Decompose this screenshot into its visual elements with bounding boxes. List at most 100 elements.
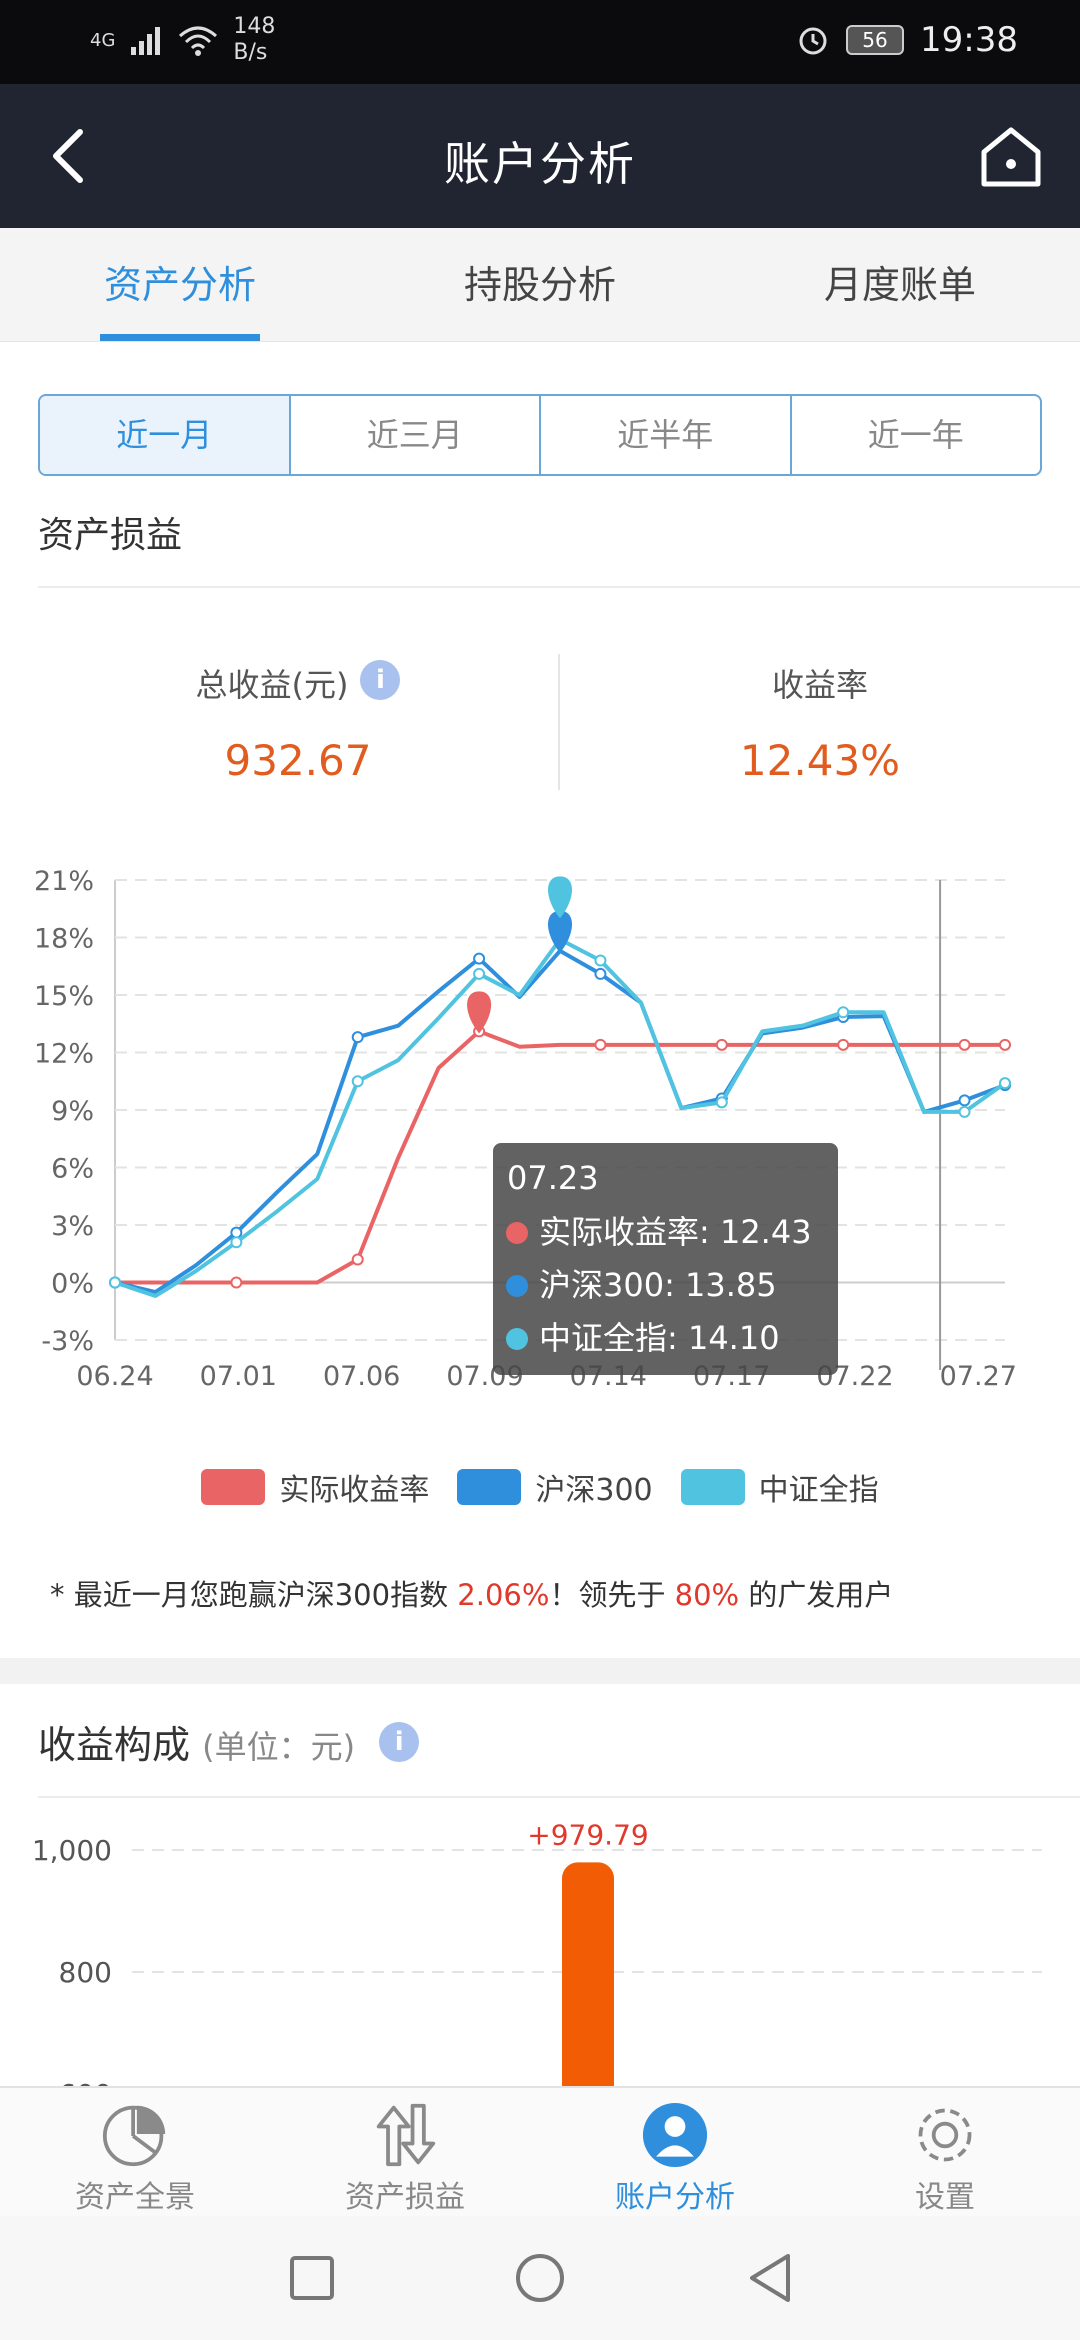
- income-unit: (单位：元): [202, 1728, 356, 1766]
- income-section-title-row: 收益构成 (单位：元) i: [38, 1714, 420, 1769]
- series-actual-point: [351, 1253, 364, 1266]
- stat-separator: [558, 654, 560, 790]
- legend-item-zz[interactable]: 中证全指: [680, 1465, 879, 1509]
- series-hs300-point: [594, 967, 607, 980]
- series-zz-point: [958, 1105, 971, 1118]
- range-selector: 近一月 近三月 近半年 近一年: [38, 394, 1042, 476]
- nav-item-settings[interactable]: 设置: [810, 2088, 1080, 2216]
- square-icon: [290, 2256, 334, 2300]
- tab-monthly-bill[interactable]: 月度账单: [823, 263, 976, 307]
- series-zz-point: [715, 1096, 728, 1109]
- signal-icon: [131, 27, 161, 55]
- legend-swatch-hs300: [457, 1469, 522, 1505]
- series-actual-point: [999, 1038, 1011, 1051]
- legend-item-hs300[interactable]: 沪深300: [457, 1465, 653, 1509]
- tooltip-row: 沪深300: 13.85: [539, 1266, 777, 1304]
- series-actual-point: [230, 1276, 243, 1289]
- series-hs300-point: [958, 1094, 971, 1107]
- app-header: 账户分析: [0, 84, 1080, 228]
- series-zz-point: [109, 1276, 121, 1289]
- section-gap: [0, 1658, 1080, 1684]
- legend-swatch-zz: [680, 1469, 745, 1505]
- alarm-icon: [799, 27, 827, 55]
- nav-label-overview: 资产全景: [75, 2180, 195, 2215]
- yield-block: 收益率 12.43%: [560, 660, 1080, 785]
- range-1m-button[interactable]: 近一月: [40, 396, 291, 474]
- legend-label-zz: 中证全指: [758, 1473, 879, 1508]
- income-bar-chart: 1,000800600+979.79: [32, 1818, 1042, 2090]
- series-zz-point: [837, 1006, 850, 1019]
- range-3m-button[interactable]: 近三月: [291, 396, 541, 474]
- net-speed-unit: B/s: [233, 40, 268, 65]
- y-tick-label: 21%: [34, 866, 94, 897]
- status-bar: 4G 148 B/s 56 19:38: [0, 0, 1080, 84]
- income-info-icon[interactable]: i: [379, 1722, 420, 1762]
- series-zz-point: [473, 967, 486, 980]
- battery-indicator: 56: [846, 25, 905, 55]
- section-divider: [38, 586, 1080, 588]
- chart-tooltip: [493, 1143, 838, 1375]
- legend-swatch-actual: [201, 1469, 266, 1505]
- note-suffix: 的广发用户: [739, 1578, 894, 1612]
- x-tick-label: 06.24: [76, 1361, 153, 1392]
- legend-item-actual[interactable]: 实际收益率: [201, 1465, 429, 1509]
- pie-chart-icon: [102, 2105, 166, 2167]
- triangle-back-icon: [750, 2254, 790, 2302]
- y-tick-label: 9%: [51, 1096, 94, 1127]
- home-nav-button[interactable]: [510, 2248, 570, 2308]
- series-actual-point: [837, 1038, 850, 1051]
- yield-line-chart[interactable]: -3% 0% 3% 6% 9% 12% 15% 18% 21% 06.24 07.01 07.06 07…: [0, 850, 1080, 1410]
- nav-label-pnl: 资产损益: [345, 2180, 465, 2215]
- y-tick-label: 3%: [51, 1211, 94, 1242]
- y-tick-label: 6%: [51, 1154, 94, 1185]
- tab-asset-analysis[interactable]: 资产分析: [0, 228, 360, 341]
- y-tick-label: 0%: [51, 1269, 94, 1300]
- range-6m-button[interactable]: 近半年: [541, 396, 792, 474]
- nav-label-settings: 设置: [915, 2180, 975, 2215]
- nav-item-overview[interactable]: 资产全景: [0, 2088, 270, 2216]
- back-nav-button[interactable]: [740, 2248, 800, 2308]
- nav-item-pnl[interactable]: 资产损益: [270, 2088, 540, 2216]
- back-arrow-icon: [53, 129, 83, 183]
- tab-holdings-analysis[interactable]: 持股分析: [463, 263, 616, 307]
- bar-y-tick-label: 1,000: [32, 1834, 112, 1867]
- home-icon: [981, 127, 1041, 187]
- y-tick-label: 18%: [34, 924, 94, 955]
- status-left: 4G 148 B/s: [90, 14, 275, 66]
- note-lead-pct: 80%: [674, 1578, 740, 1612]
- yield-label: 收益率: [771, 666, 868, 704]
- recents-button[interactable]: [282, 2248, 342, 2308]
- yield-value: 12.43%: [739, 736, 901, 785]
- series-zz-point: [999, 1077, 1011, 1090]
- peak-marker-zz: [548, 876, 572, 919]
- user-icon: [642, 2102, 708, 2168]
- total-income-block: 总收益(元) i 932.67: [38, 660, 558, 785]
- income-bar: [562, 1862, 614, 2090]
- nav-item-account-analysis[interactable]: 账户分析: [540, 2088, 810, 2216]
- series-hs300-point: [351, 1031, 364, 1044]
- tooltip-dot: [506, 1275, 528, 1297]
- clock: 19:38: [920, 20, 1018, 60]
- tooltip-date: 07.23: [507, 1159, 599, 1197]
- series-zz-point: [230, 1236, 243, 1249]
- range-1y-button[interactable]: 近一年: [867, 416, 964, 454]
- y-tick-label: -3%: [41, 1326, 94, 1357]
- series-actual-line: [115, 1029, 1005, 1285]
- info-icon[interactable]: i: [360, 660, 401, 700]
- series-actual-point: [715, 1038, 728, 1051]
- gear-icon: [918, 2108, 972, 2162]
- status-right: 56 19:38: [796, 20, 1018, 60]
- circle-icon: [516, 2254, 564, 2302]
- network-indicator: 4G: [90, 30, 115, 51]
- series-actual-point: [958, 1038, 971, 1051]
- legend-label-hs300: 沪深300: [535, 1473, 653, 1508]
- home-button[interactable]: [976, 122, 1046, 192]
- back-button[interactable]: [40, 124, 100, 188]
- note-mid: ！领先于: [549, 1578, 675, 1612]
- tooltip-dot: [506, 1222, 528, 1244]
- x-tick-label: 07.27: [940, 1361, 1017, 1392]
- income-section-title: 收益构成: [38, 1723, 191, 1767]
- income-divider: [38, 1796, 1080, 1798]
- total-income-label: 总收益(元): [195, 666, 349, 704]
- performance-note: * 最近一月您跑赢沪深300指数 2.06%！领先于 80% 的广发用户: [50, 1572, 893, 1614]
